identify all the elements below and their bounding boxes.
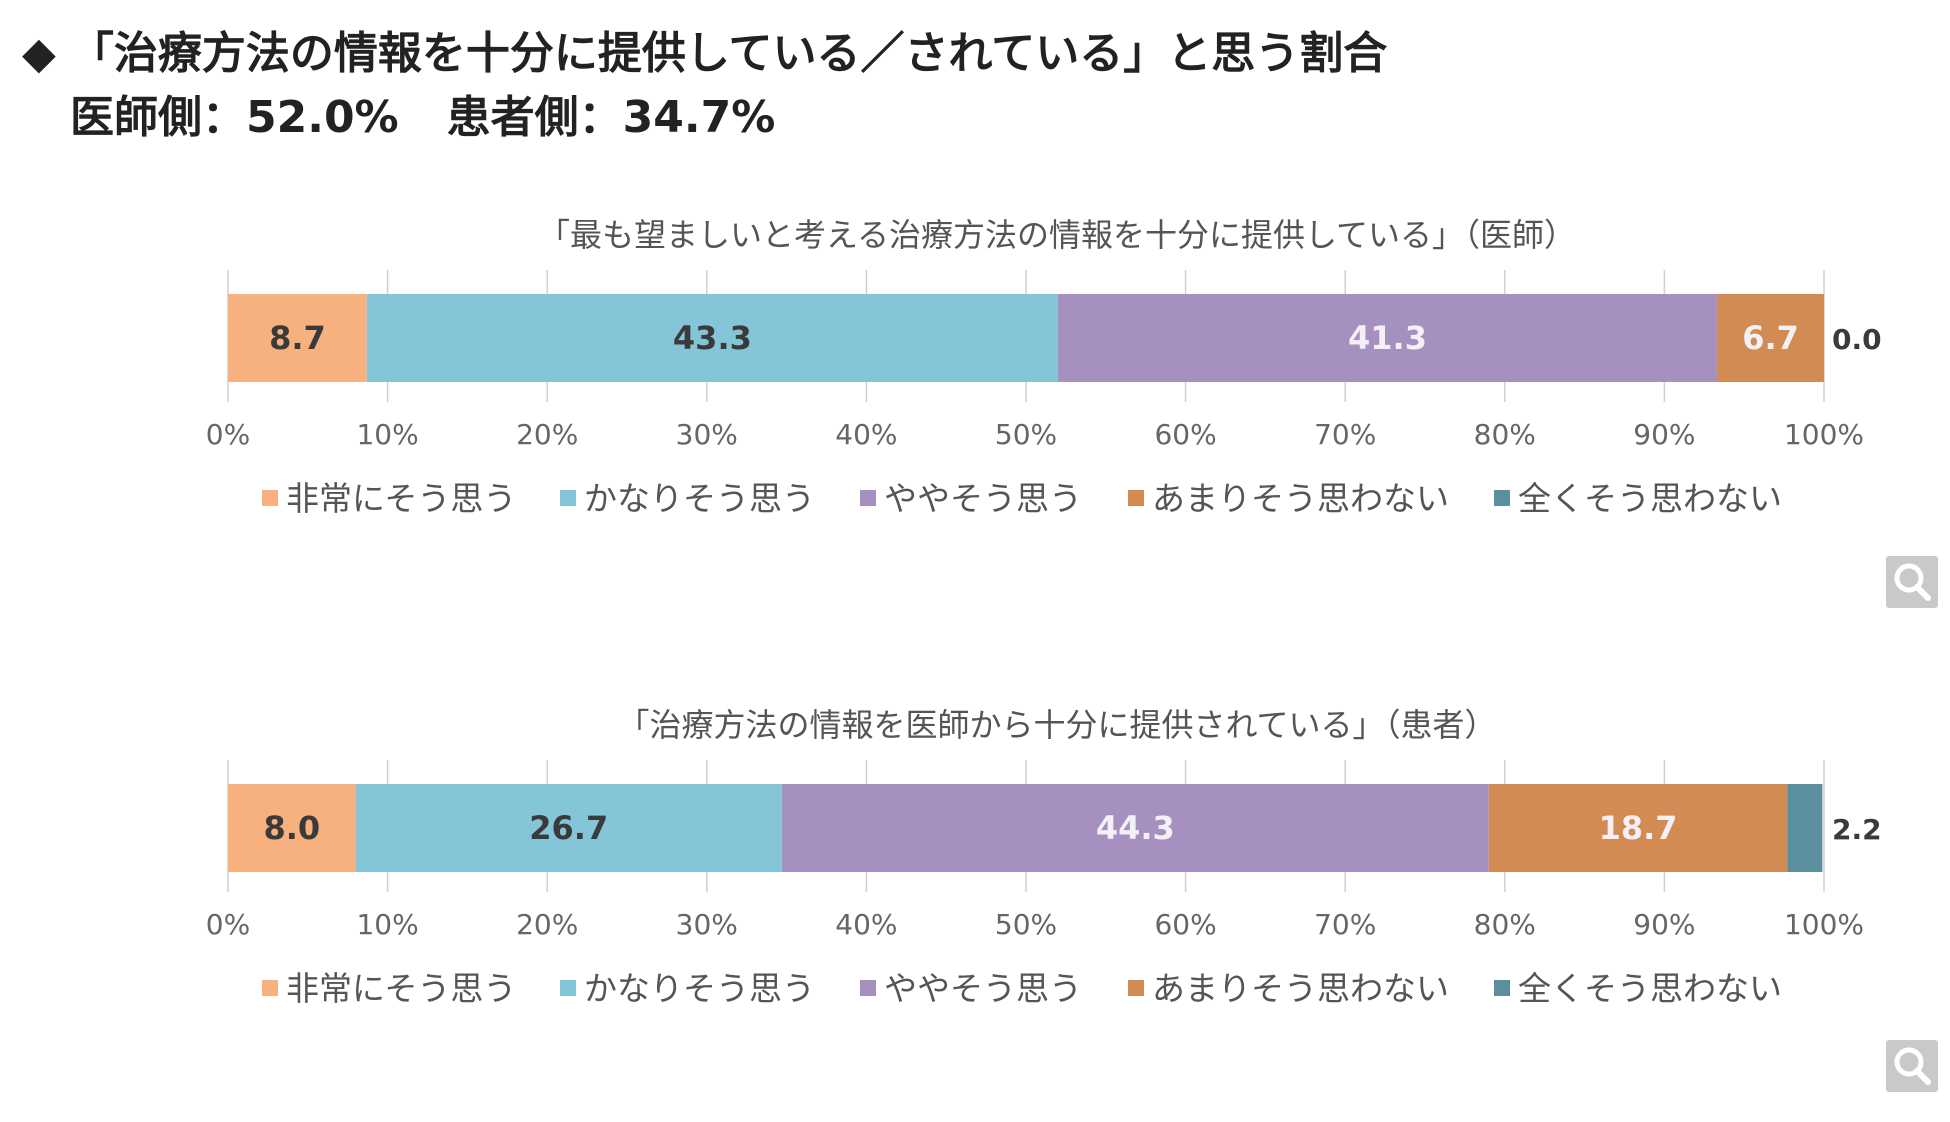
page-heading: ◆ 「治療方法の情報を十分に提供している／されている」と思う割合 医師側：52.0… bbox=[22, 22, 1387, 150]
tick-label: 10% bbox=[356, 908, 418, 941]
legend-label: ややそう思う bbox=[884, 479, 1082, 518]
legend-swatch bbox=[860, 490, 876, 506]
bar-segment bbox=[355, 784, 782, 872]
summary-stats: 医師側：52.0% 患者側：34.7% bbox=[22, 86, 1387, 150]
tick-label: 10% bbox=[356, 418, 418, 451]
title-text: 「治療方法の情報を十分に提供している／されている」と思う割合 bbox=[69, 28, 1388, 79]
tick-label: 90% bbox=[1633, 908, 1695, 941]
bar-segment bbox=[1057, 294, 1718, 382]
tick-label: 30% bbox=[676, 908, 738, 941]
bar-segment bbox=[1717, 294, 1824, 382]
tick-label: 60% bbox=[1154, 908, 1216, 941]
tick-label: 0% bbox=[206, 908, 250, 941]
legend-label: あまりそう思わない bbox=[1152, 969, 1449, 1008]
tick-label: 40% bbox=[835, 418, 897, 451]
legend-swatch bbox=[1128, 980, 1144, 996]
bar-segment bbox=[1488, 784, 1788, 872]
data-label: 0.0 bbox=[1832, 323, 1882, 356]
tick-label: 100% bbox=[1784, 908, 1864, 941]
bar-segment bbox=[228, 784, 356, 872]
data-label: 8.0 bbox=[263, 809, 320, 847]
legend-label: かなりそう思う bbox=[584, 969, 815, 1008]
zoom-button-doctor[interactable] bbox=[1886, 556, 1938, 608]
legend-label: かなりそう思う bbox=[584, 479, 815, 518]
bar-segment bbox=[1787, 784, 1823, 872]
data-label: 2.2 bbox=[1832, 813, 1882, 846]
doctor-chart: 「最も望ましいと考える治療方法の情報を十分に提供している」（医師） 8.7 43.3… bbox=[206, 216, 1882, 518]
legend-swatch bbox=[1494, 490, 1510, 506]
tick-label: 80% bbox=[1474, 908, 1536, 941]
legend-swatch bbox=[262, 980, 278, 996]
tick-label: 70% bbox=[1314, 908, 1376, 941]
tick-label: 0% bbox=[206, 418, 250, 451]
legend-swatch bbox=[560, 980, 576, 996]
legend-swatch bbox=[860, 980, 876, 996]
tick-label: 50% bbox=[995, 418, 1057, 451]
legend-swatch bbox=[262, 490, 278, 506]
page-title: ◆ 「治療方法の情報を十分に提供している／されている」と思う割合 bbox=[22, 22, 1387, 86]
bar-segment bbox=[228, 294, 367, 382]
legend-label: ややそう思う bbox=[884, 969, 1082, 1008]
tick-label: 20% bbox=[516, 418, 578, 451]
tick-label: 30% bbox=[676, 418, 738, 451]
patient-stat: 患者側：34.7% bbox=[446, 92, 776, 143]
bar-segment bbox=[781, 784, 1489, 872]
chart-title: 「治療方法の情報を医師から十分に提供されている」（患者） bbox=[617, 706, 1496, 744]
legend-label: 非常にそう思う bbox=[286, 969, 516, 1008]
data-label: 43.3 bbox=[673, 319, 752, 357]
magnifier-icon bbox=[1894, 1047, 1931, 1085]
data-label: 44.3 bbox=[1096, 809, 1175, 847]
legend-label: 全くそう思わない bbox=[1518, 969, 1782, 1008]
legend-swatch bbox=[560, 490, 576, 506]
tick-label: 70% bbox=[1314, 418, 1376, 451]
tick-label: 100% bbox=[1784, 418, 1864, 451]
bar-segment bbox=[366, 294, 1058, 382]
tick-label: 90% bbox=[1633, 418, 1695, 451]
legend-swatch bbox=[1128, 490, 1144, 506]
tick-label: 80% bbox=[1474, 418, 1536, 451]
tick-label: 50% bbox=[995, 908, 1057, 941]
zoom-button-patient[interactable] bbox=[1886, 1040, 1938, 1092]
legend-label: あまりそう思わない bbox=[1152, 479, 1449, 518]
data-label: 41.3 bbox=[1348, 319, 1427, 357]
patient-chart: 「治療方法の情報を医師から十分に提供されている」（患者） 8.0 26.7 44.3 1… bbox=[206, 706, 1882, 1008]
doctor-stat: 医師側：52.0% bbox=[70, 92, 399, 143]
legend-swatch bbox=[1494, 980, 1510, 996]
tick-label: 40% bbox=[835, 908, 897, 941]
tick-label: 20% bbox=[516, 908, 578, 941]
chart-title: 「最も望ましいと考える治療方法の情報を十分に提供している」（医師） bbox=[538, 216, 1576, 254]
data-label: 8.7 bbox=[269, 319, 326, 357]
diamond-icon: ◆ bbox=[22, 28, 56, 79]
tick-label: 60% bbox=[1154, 418, 1216, 451]
data-label: 18.7 bbox=[1599, 809, 1678, 847]
magnifier-icon bbox=[1894, 563, 1931, 601]
legend-label: 全くそう思わない bbox=[1518, 479, 1782, 518]
data-label: 6.7 bbox=[1742, 319, 1799, 357]
legend-label: 非常にそう思う bbox=[286, 479, 516, 518]
data-label: 26.7 bbox=[529, 809, 608, 847]
